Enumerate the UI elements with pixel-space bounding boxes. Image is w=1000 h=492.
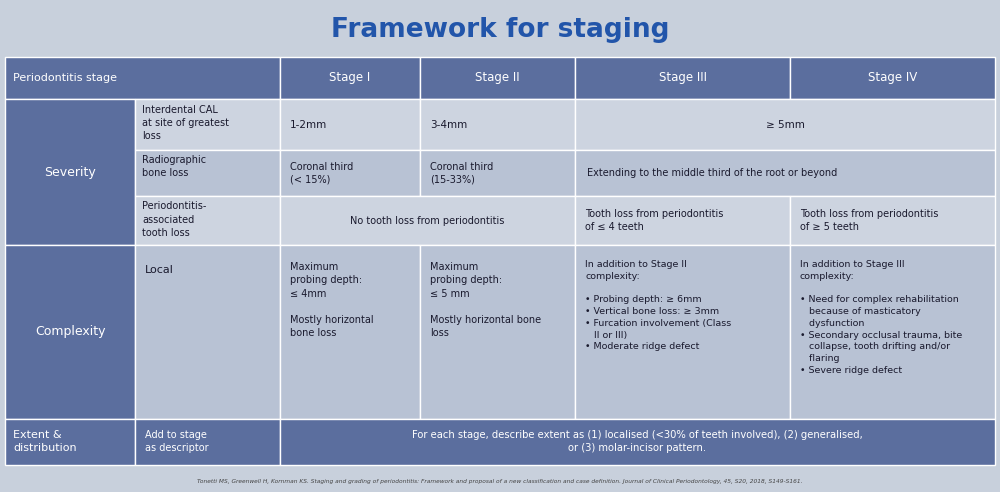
Bar [280,245,420,419]
Text: In addition to Stage III
complexity:

• Need for complex rehabilitation
   becau: In addition to Stage III complexity: • N… [800,260,962,375]
Bar [280,57,420,99]
Bar [575,196,790,245]
Text: Radiographic
bone loss: Radiographic bone loss [142,155,206,178]
Bar [790,245,995,419]
Text: Extending to the middle third of the root or beyond: Extending to the middle third of the roo… [587,168,837,178]
Bar [790,196,995,245]
Text: 1-2mm: 1-2mm [290,120,327,129]
Text: Coronal third
(15-33%): Coronal third (15-33%) [430,162,493,185]
Bar [420,99,575,150]
Bar [135,419,280,465]
Bar [420,245,575,419]
Text: Tonetti MS, Greenwell H, Kornman KS. Staging and grading of periodontitis: Frame: Tonetti MS, Greenwell H, Kornman KS. Sta… [197,479,803,484]
Bar [575,99,995,150]
Text: Tooth loss from periodontitis
of ≥ 5 teeth: Tooth loss from periodontitis of ≥ 5 tee… [800,209,938,232]
Text: Stage I: Stage I [329,71,371,84]
Bar [135,150,280,196]
Bar [5,245,135,419]
Text: Tooth loss from periodontitis
of ≤ 4 teeth: Tooth loss from periodontitis of ≤ 4 tee… [585,209,723,232]
Text: Severity: Severity [44,166,96,179]
Text: Local: Local [145,265,174,275]
Bar [280,419,995,465]
Bar [280,196,575,245]
Text: No tooth loss from periodontitis: No tooth loss from periodontitis [350,215,505,226]
Text: Stage III: Stage III [659,71,707,84]
Text: Extent &
distribution: Extent & distribution [13,430,77,454]
Text: ≥ 5mm: ≥ 5mm [766,120,804,129]
Bar [135,245,280,419]
Bar [575,57,790,99]
Text: Framework for staging: Framework for staging [331,17,669,42]
Text: Maximum
probing depth:
≤ 5 mm

Mostly horizontal bone
loss: Maximum probing depth: ≤ 5 mm Mostly hor… [430,262,541,338]
Bar [135,196,280,245]
Text: Periodontitis-
associated
tooth loss: Periodontitis- associated tooth loss [142,201,206,238]
Bar [280,150,420,196]
Bar [420,150,575,196]
Text: Periodontitis stage: Periodontitis stage [13,73,117,83]
Bar [575,245,790,419]
Bar [5,99,135,245]
Text: 3-4mm: 3-4mm [430,120,467,129]
Bar [5,419,135,465]
Text: Coronal third
(< 15%): Coronal third (< 15%) [290,162,353,185]
Bar [135,99,280,150]
Text: In addition to Stage II
complexity:

• Probing depth: ≥ 6mm
• Vertical bone loss: In addition to Stage II complexity: • Pr… [585,260,731,351]
Text: Interdental CAL
at site of greatest
loss: Interdental CAL at site of greatest loss [142,105,229,142]
Bar [790,57,995,99]
Text: Add to stage
as descriptor: Add to stage as descriptor [145,430,209,454]
Text: Complexity: Complexity [35,325,105,338]
Bar [5,57,280,99]
Bar [420,57,575,99]
Bar [575,150,995,196]
Text: For each stage, describe extent as (1) localised (<30% of teeth involved), (2) g: For each stage, describe extent as (1) l… [412,430,863,454]
Text: Maximum
probing depth:
≤ 4mm

Mostly horizontal
bone loss: Maximum probing depth: ≤ 4mm Mostly hori… [290,262,374,338]
Bar [280,99,420,150]
Text: Stage IV: Stage IV [868,71,917,84]
Text: Stage II: Stage II [475,71,520,84]
